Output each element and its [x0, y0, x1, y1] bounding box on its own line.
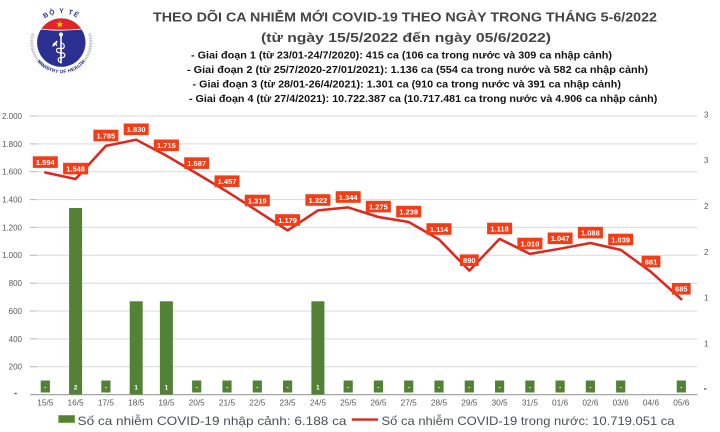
svg-text:3: 3 [704, 110, 709, 119]
svg-text:-: - [44, 384, 46, 391]
svg-text:28/5: 28/5 [431, 397, 448, 407]
svg-text:2: 2 [704, 202, 709, 211]
svg-text:27/5: 27/5 [401, 397, 418, 407]
svg-text:1.000: 1.000 [2, 251, 23, 260]
svg-text:18/5: 18/5 [128, 397, 145, 407]
svg-text:03/6: 03/6 [613, 397, 630, 407]
svg-text:1.088: 1.088 [581, 229, 600, 238]
svg-text:1.275: 1.275 [369, 203, 388, 212]
svg-text:1: 1 [704, 294, 709, 303]
svg-text:685: 685 [675, 285, 688, 294]
svg-text:-: - [559, 384, 561, 391]
svg-text:-: - [105, 384, 107, 391]
svg-text:1.322: 1.322 [309, 196, 328, 205]
svg-text:THEO DÕI CA NHIỄM MỚI COVID-19: THEO DÕI CA NHIỄM MỚI COVID-19 THEO NGÀY… [153, 10, 657, 25]
svg-text:2: 2 [74, 384, 78, 391]
svg-text:1.594: 1.594 [36, 158, 56, 167]
svg-text:30/5: 30/5 [492, 397, 509, 407]
svg-text:3: 3 [704, 156, 709, 165]
svg-text:02/6: 02/6 [582, 397, 599, 407]
svg-text:1.457: 1.457 [218, 177, 237, 186]
svg-text:1.118: 1.118 [490, 224, 508, 233]
svg-text:1: 1 [704, 339, 709, 348]
svg-text:25/5: 25/5 [340, 397, 357, 407]
svg-text:600: 600 [9, 307, 23, 316]
svg-text:-: - [286, 384, 288, 391]
svg-text:-: - [620, 384, 622, 391]
svg-text:01/6: 01/6 [552, 397, 569, 407]
svg-text:19/5: 19/5 [158, 397, 175, 407]
svg-text:-: - [408, 384, 410, 391]
svg-text:- Giai đoạn 2 (từ 25/7/2020-27: - Giai đoạn 2 (từ 25/7/2020-27/01/2021):… [187, 64, 648, 76]
svg-text:26/5: 26/5 [370, 397, 387, 407]
svg-text:- Giai đoạn 4 (từ 27/4/2021):: - Giai đoạn 4 (từ 27/4/2021): 10.722.387… [189, 93, 657, 105]
svg-text:-: - [438, 384, 440, 391]
svg-text:-: - [377, 384, 379, 391]
svg-text:24/5: 24/5 [310, 397, 327, 407]
svg-text:1.715: 1.715 [157, 141, 176, 150]
svg-text:29/5: 29/5 [461, 397, 478, 407]
svg-text:-: - [226, 384, 228, 391]
svg-text:Số ca nhiễm COVID-19 nhập cảnh: Số ca nhiễm COVID-19 nhập cảnh: 6.188 ca [78, 413, 347, 428]
svg-text:890: 890 [463, 256, 476, 265]
svg-text:1.785: 1.785 [97, 131, 116, 140]
svg-text:21/5: 21/5 [219, 397, 236, 407]
svg-text:881: 881 [645, 257, 658, 266]
svg-text:17/5: 17/5 [98, 397, 115, 407]
svg-text:1.587: 1.587 [187, 159, 206, 168]
svg-text:2.000: 2.000 [2, 112, 23, 121]
svg-text:1: 1 [316, 384, 320, 391]
svg-text:1.400: 1.400 [2, 196, 23, 205]
svg-text:1.600: 1.600 [2, 168, 23, 177]
svg-text:1.548: 1.548 [66, 165, 85, 174]
svg-text:-: - [529, 384, 531, 391]
svg-text:1.010: 1.010 [521, 239, 540, 248]
svg-text:15/5: 15/5 [37, 397, 54, 407]
svg-text:-: - [680, 384, 682, 391]
svg-text:1.800: 1.800 [2, 140, 23, 149]
svg-text:20/5: 20/5 [189, 397, 206, 407]
svg-text:1.200: 1.200 [2, 223, 23, 232]
svg-text:BỘ Y TẾ: BỘ Y TẾ [42, 7, 82, 20]
svg-text:800: 800 [9, 279, 23, 288]
svg-text:1.179: 1.179 [278, 216, 297, 225]
svg-text:04/6: 04/6 [643, 397, 660, 407]
svg-text:(từ ngày 15/5/2022 đến ngày 05: (từ ngày 15/5/2022 đến ngày 05/6/2022) [261, 30, 551, 45]
svg-text:23/5: 23/5 [280, 397, 297, 407]
svg-text:2: 2 [704, 248, 709, 257]
svg-text:-: - [498, 384, 500, 391]
svg-text:400: 400 [9, 335, 23, 344]
svg-text:1.114: 1.114 [430, 225, 449, 234]
svg-text:16/5: 16/5 [68, 397, 85, 407]
svg-text:1.047: 1.047 [551, 234, 570, 243]
svg-text:-: - [589, 384, 591, 391]
svg-text:-: - [196, 384, 198, 391]
svg-text:Số ca nhiễm COVID-19 trong nướ: Số ca nhiễm COVID-19 trong nước: 10.719.… [382, 413, 675, 428]
svg-text:1.830: 1.830 [127, 125, 146, 134]
svg-text:1.344: 1.344 [339, 193, 359, 202]
svg-text:22/5: 22/5 [249, 397, 266, 407]
svg-text:1: 1 [134, 384, 138, 391]
svg-text:1: 1 [165, 384, 169, 391]
svg-text:31/5: 31/5 [522, 397, 539, 407]
svg-text:1.239: 1.239 [399, 208, 418, 217]
svg-text:1.319: 1.319 [248, 196, 267, 205]
svg-text:-: - [256, 384, 258, 391]
svg-text:-: - [347, 384, 349, 391]
svg-text:05/6: 05/6 [673, 397, 690, 407]
svg-text:- Giai đoạn 1 (từ 23/01-24/7/2: - Giai đoạn 1 (từ 23/01-24/7/2020): 415 … [191, 50, 612, 62]
svg-text:- Giai đoạn 3 (từ 28/01-26/4/2: - Giai đoạn 3 (từ 28/01-26/4/2021): 1.30… [193, 79, 621, 91]
svg-text:1.039: 1.039 [611, 235, 630, 244]
svg-text:-: - [468, 384, 470, 391]
svg-text:200: 200 [9, 363, 23, 372]
